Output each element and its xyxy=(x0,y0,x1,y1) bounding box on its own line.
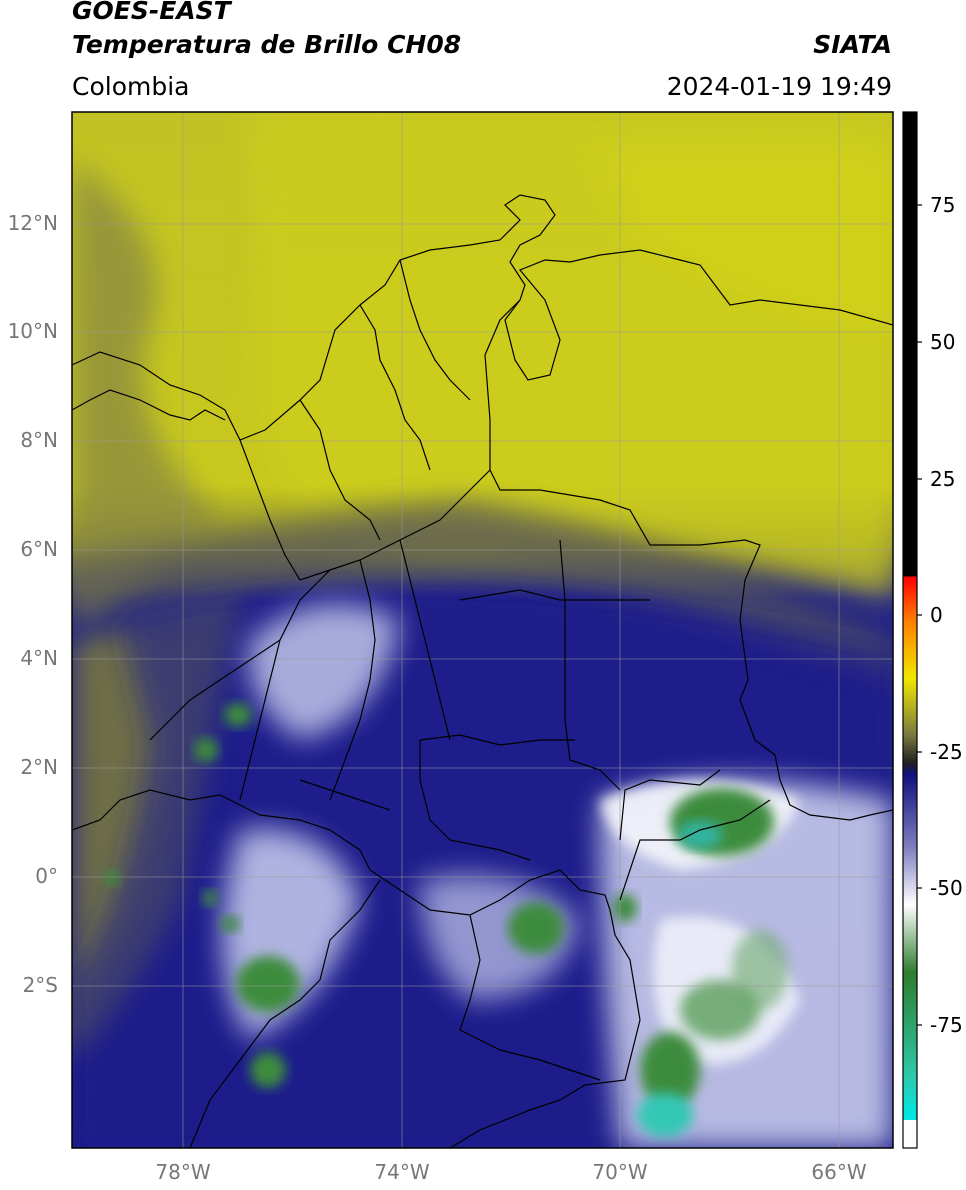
lat-label: 4°N xyxy=(20,646,58,670)
lat-label: 12°N xyxy=(7,211,58,235)
lat-label: 6°N xyxy=(20,537,58,561)
lat-label: 0° xyxy=(35,864,58,888)
lat-label: 8°N xyxy=(20,428,58,452)
colorbar-label: -50 xyxy=(930,876,963,900)
brand-label: SIATA xyxy=(813,30,892,59)
map-frame xyxy=(71,111,894,1149)
title-product: Temperatura de Brillo CH08 xyxy=(72,30,462,59)
colorbar-label: 25 xyxy=(930,467,956,491)
subtitle-region: Colombia xyxy=(72,72,190,101)
colorbar-label: -75 xyxy=(930,1013,963,1037)
lon-label: 78°W xyxy=(155,1160,211,1184)
lat-label: 2°N xyxy=(20,755,58,779)
colorbar-fill xyxy=(903,112,917,1148)
colorbar-label: 0 xyxy=(930,603,943,627)
lon-label: 66°W xyxy=(811,1160,867,1184)
colorbar-frame xyxy=(902,111,918,1149)
gridlines xyxy=(72,112,893,1148)
imagery-layer xyxy=(72,112,893,1148)
lat-label: 10°N xyxy=(7,319,58,343)
lon-label: 74°W xyxy=(374,1160,430,1184)
colorbar-label: 75 xyxy=(930,193,956,217)
timestamp: 2024-01-19 19:49 xyxy=(666,72,892,101)
borders xyxy=(72,194,893,1148)
colorbar xyxy=(902,111,922,1149)
colorbar-label: 50 xyxy=(930,330,956,354)
colorbar-label: -25 xyxy=(930,740,963,764)
lon-label: 70°W xyxy=(592,1160,648,1184)
title-satellite: GOES-EAST xyxy=(72,0,231,25)
colorbar-ticks xyxy=(917,204,922,1026)
lat-label: 2°S xyxy=(22,973,58,997)
